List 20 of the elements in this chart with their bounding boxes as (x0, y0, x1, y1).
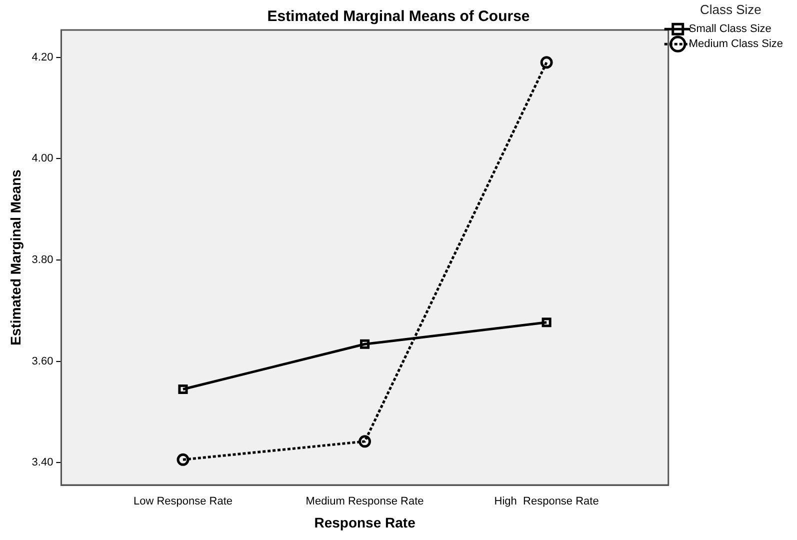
x-axis-title: Response Rate (314, 514, 416, 530)
point (178, 384, 188, 394)
y-axis-title: Estimated Marginal Means (7, 169, 24, 346)
legend-label: Medium Class Size (688, 38, 783, 50)
y-tick-label: 4.20 (32, 51, 54, 64)
y-tick-label: 3.40 (32, 456, 54, 469)
legend-title: Class Size (700, 2, 762, 18)
chart-title: Estimated Marginal Means of Course (267, 8, 530, 26)
y-tick-label: 3.80 (32, 254, 54, 266)
y-tick-label: 4.00 (32, 152, 54, 165)
point (176, 453, 190, 466)
x-tick-label: High Response Rate (494, 496, 599, 508)
point (542, 318, 552, 328)
y-tick-label: 3.60 (32, 355, 54, 368)
point (360, 339, 370, 349)
x-tick-label: Low Response Rate (133, 496, 233, 508)
legend-label: Small Class Size (688, 23, 772, 36)
point (358, 435, 372, 448)
point (540, 56, 553, 69)
x-tick-label: Medium Response Rate (306, 496, 424, 508)
